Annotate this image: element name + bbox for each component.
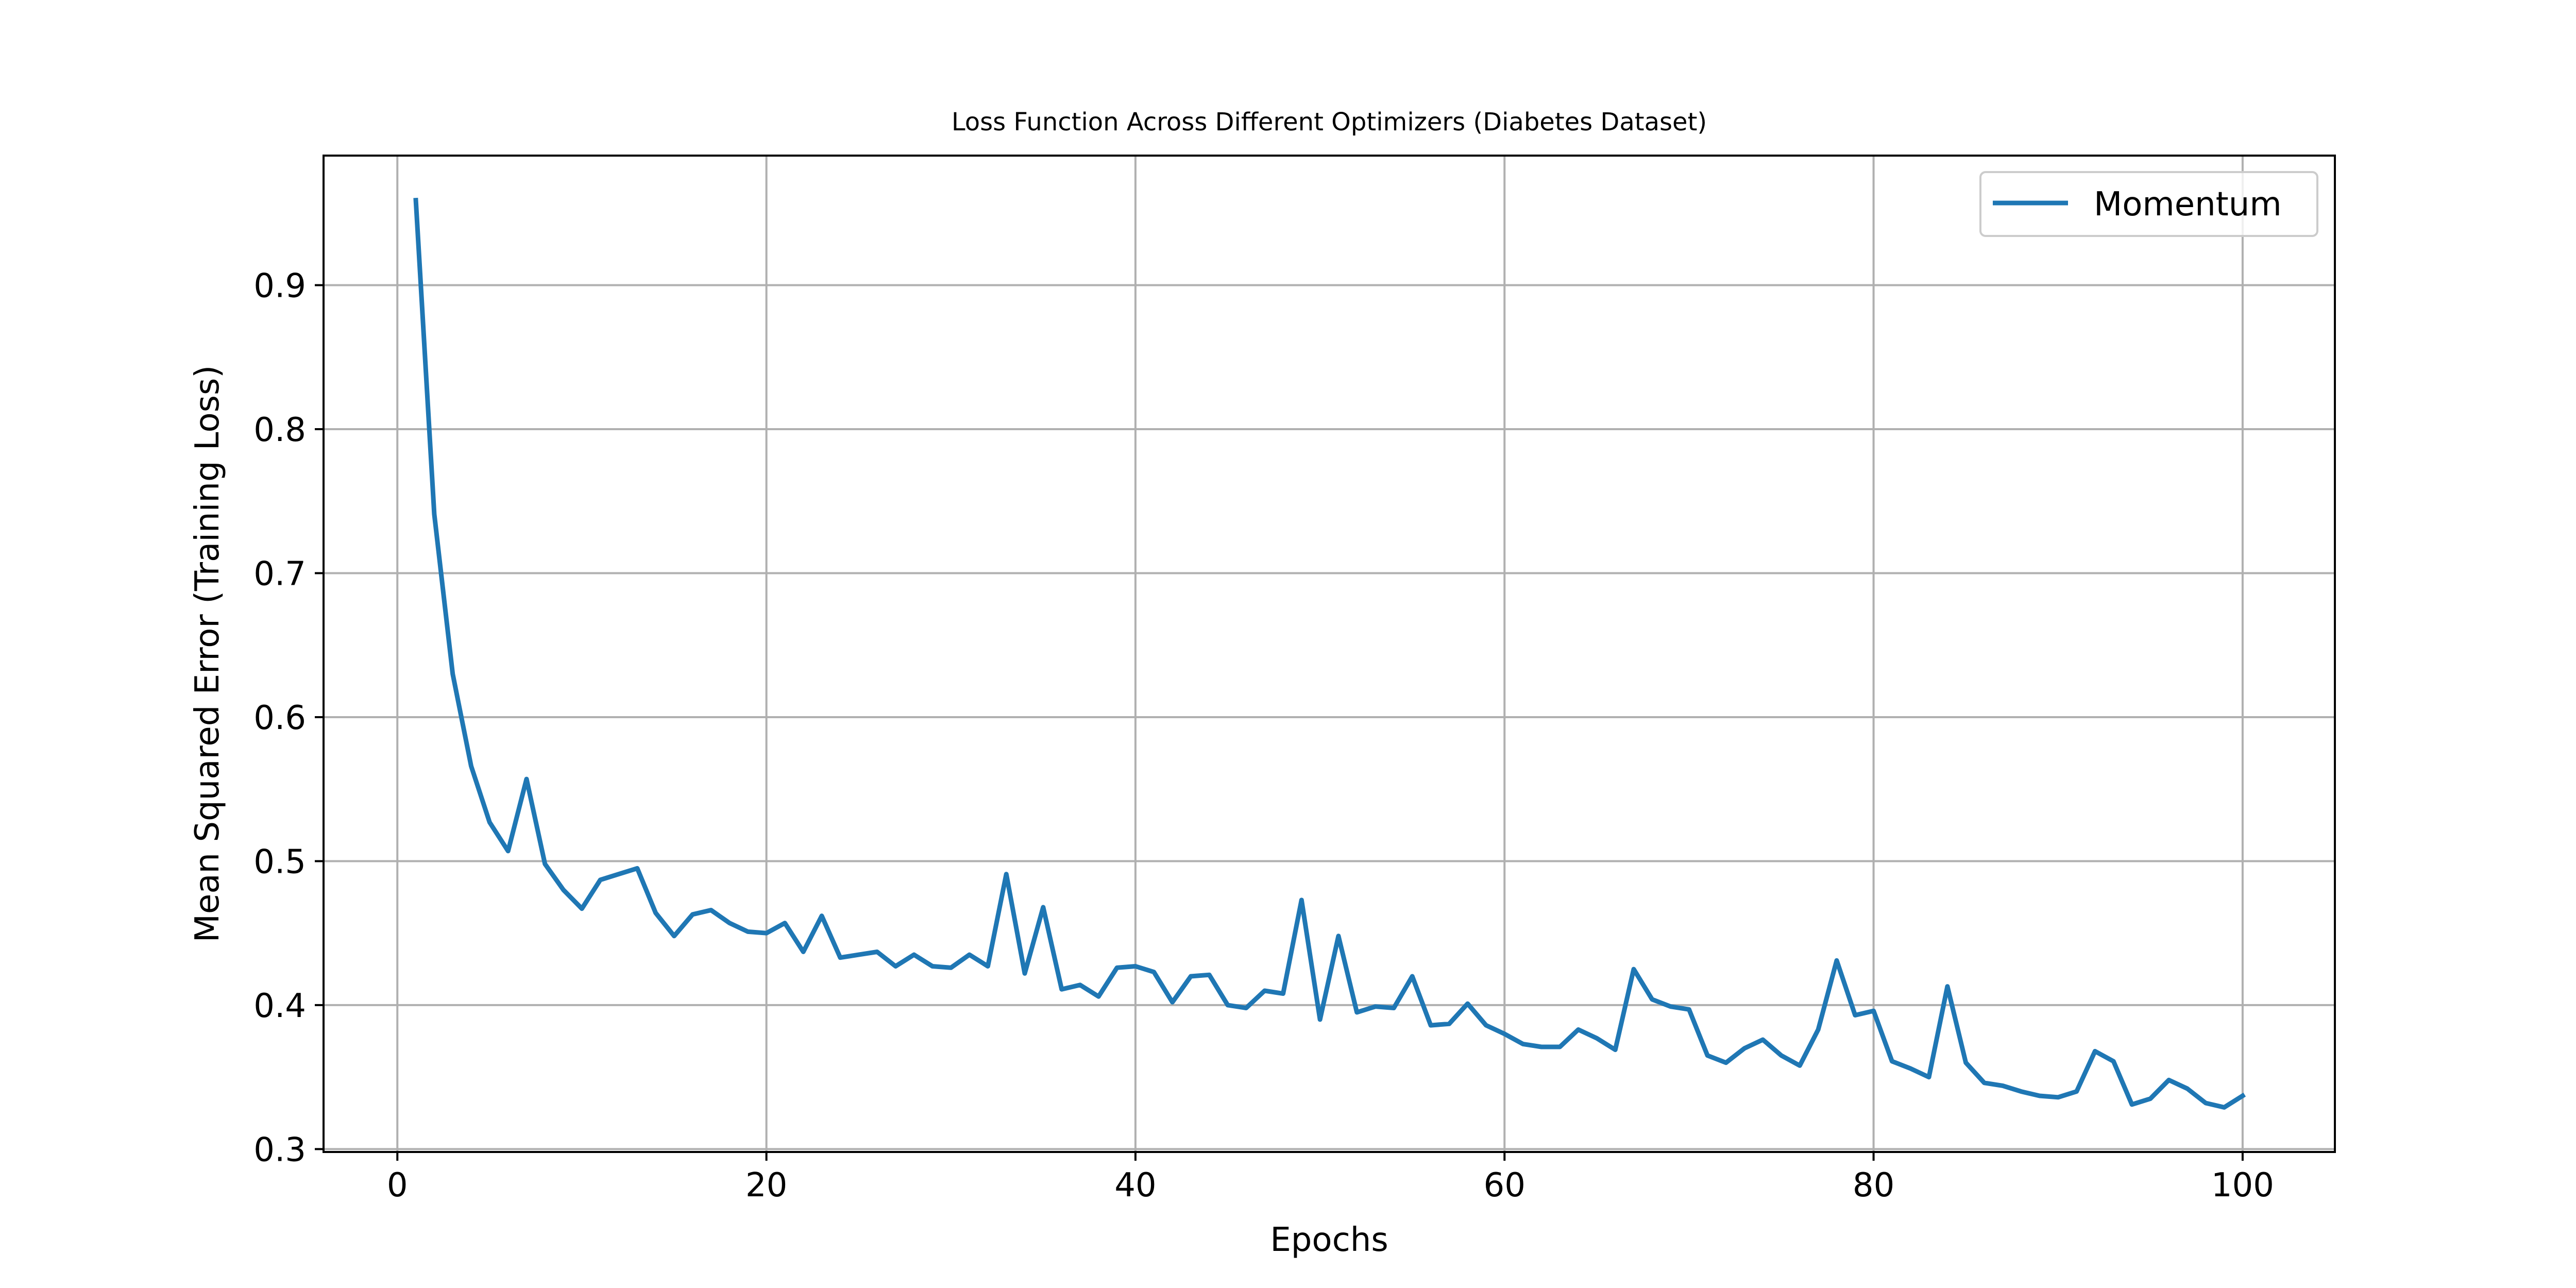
x-tick-label: 20 [745, 1166, 787, 1205]
grid [324, 156, 2335, 1152]
y-tick-label: 0.7 [253, 555, 306, 593]
y-tick-label: 0.4 [253, 987, 306, 1025]
y-axis-ticks: 0.3 0.4 0.5 0.6 0.7 0.8 0.9 [253, 267, 324, 1169]
series-line-momentum [413, 197, 2246, 1110]
x-tick-label: 40 [1114, 1166, 1156, 1205]
x-tick-label: 80 [1853, 1166, 1894, 1205]
y-tick-label: 0.9 [253, 267, 306, 306]
series-layer [413, 197, 2246, 1110]
x-tick-label: 60 [1484, 1166, 1526, 1205]
x-axis-ticks: 0 20 40 60 80 100 [387, 1152, 2274, 1205]
y-tick-label: 0.5 [253, 843, 306, 881]
x-axis-label: Epochs [1270, 1221, 1388, 1259]
y-tick-label: 0.3 [253, 1131, 306, 1169]
legend: Momentum [1979, 171, 2318, 237]
x-tick-label: 0 [387, 1166, 408, 1205]
y-axis-label: Mean Squared Error (Training Loss) [189, 365, 227, 943]
y-tick-label: 0.6 [253, 699, 306, 737]
legend-label-momentum: Momentum [2094, 185, 2282, 224]
y-tick-label: 0.8 [253, 411, 306, 449]
chart-title: Loss Function Across Different Optimizer… [952, 108, 1707, 137]
x-tick-label: 100 [2211, 1166, 2274, 1205]
legend-box [1979, 171, 2318, 237]
plot-frame [323, 155, 2336, 1153]
